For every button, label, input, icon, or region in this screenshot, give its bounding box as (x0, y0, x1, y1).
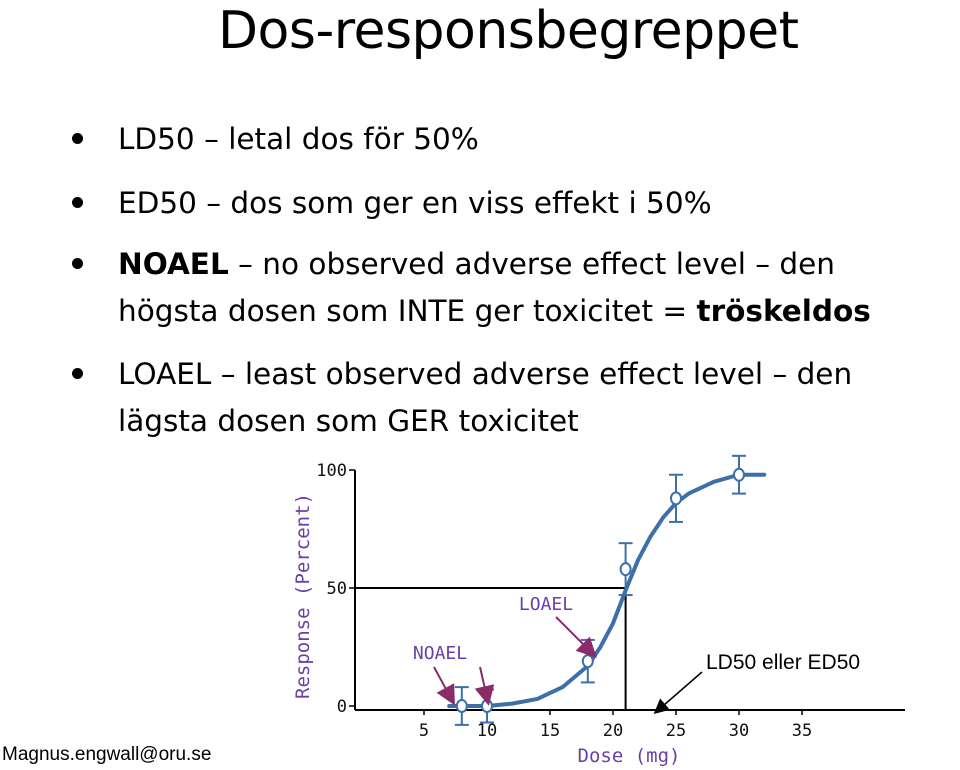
bullet-text: ED50 – dos som ger en viss effekt i 50% (118, 186, 712, 220)
bullet-text: lägsta dosen som GER toxicitet (118, 404, 579, 438)
y-axis-label: Response (Percent) (292, 493, 314, 699)
loael-arrow (555, 616, 597, 658)
bold-text: NOAEL (118, 247, 229, 281)
data-point (455, 699, 468, 713)
x-tick-label: 20 (603, 721, 623, 741)
x-tick-label: 35 (792, 721, 812, 741)
bullet-dot (72, 197, 83, 208)
y-tick-label: 50 (327, 579, 347, 599)
bullet-text: LD50 – letal dos för 50% (118, 122, 479, 156)
x-tick-label: 15 (540, 721, 560, 741)
bullet-line: LOAEL – least observed adverse effect le… (118, 351, 852, 397)
ld50-arrow (653, 671, 703, 714)
data-point (619, 562, 632, 577)
slide-title: Dos-responsbegreppet (218, 1, 799, 61)
bullet-text: – no observed adverse effect level – den (228, 247, 835, 281)
bold-text: tröskeldos (696, 294, 871, 328)
noael-arrow (474, 666, 495, 706)
footer-email: Magnus.engwall@oru.se (2, 744, 212, 765)
y-tick-label: 100 (316, 461, 347, 481)
ld50-annotation: LD50 eller ED50 (706, 651, 860, 674)
x-tick-label: 5 (419, 721, 429, 741)
bullet-line: högsta dosen som INTE ger toxicitet = tr… (118, 288, 871, 334)
noael-arrow (433, 666, 455, 706)
x-tick-label: 10 (477, 721, 497, 741)
bullet-line: NOAEL – no observed adverse effect level… (118, 241, 835, 287)
bullet-line: LD50 – letal dos för 50% (118, 116, 479, 162)
x-tick-label: 25 (666, 721, 686, 741)
y-tick-label: 0 (337, 697, 347, 717)
bullet-dot (72, 133, 83, 144)
bullet-text: högsta dosen som INTE ger toxicitet = (118, 294, 697, 328)
bullet-dot (72, 368, 83, 379)
bullet-line: lägsta dosen som GER toxicitet (118, 398, 579, 444)
data-point (733, 467, 745, 482)
bullet-line: ED50 – dos som ger en viss effekt i 50% (118, 180, 712, 226)
bullet-dot (72, 258, 83, 269)
data-point (581, 654, 594, 669)
noael-annotation: NOAEL (413, 643, 467, 664)
x-axis-label: Dose (mg) (578, 745, 681, 767)
loael-annotation: LOAEL (519, 594, 573, 615)
data-point (670, 491, 682, 506)
x-tick-label: 30 (729, 721, 749, 741)
bullet-text: LOAEL – least observed adverse effect le… (118, 357, 853, 391)
